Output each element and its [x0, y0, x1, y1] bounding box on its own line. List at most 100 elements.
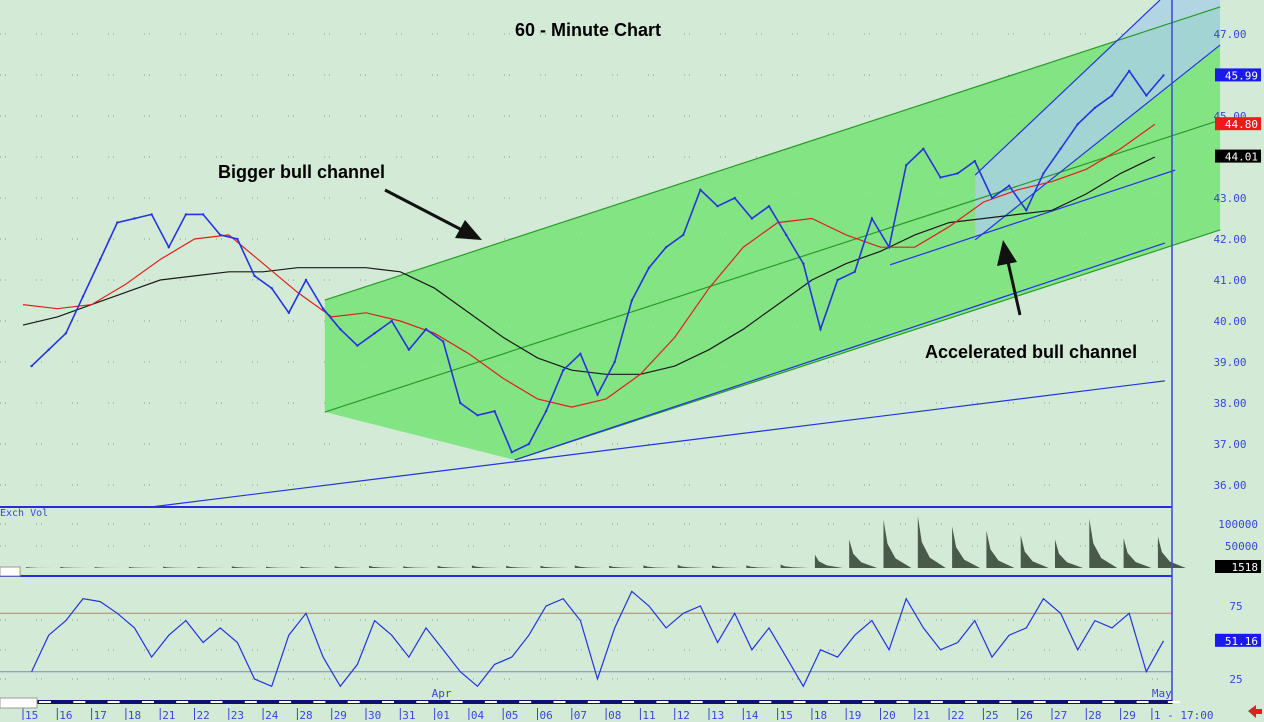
price-point — [1110, 94, 1114, 97]
price-point — [544, 410, 548, 413]
time-axis-gap — [39, 701, 51, 703]
volume-bar — [60, 566, 89, 568]
price-point — [236, 237, 239, 241]
price-point — [184, 213, 188, 216]
volume-bar — [197, 566, 226, 568]
price-point — [630, 299, 634, 302]
volume-bar — [883, 519, 912, 568]
time-axis-gap — [1102, 701, 1115, 703]
price-point — [579, 352, 582, 355]
volume-bar — [1020, 535, 1049, 568]
trendline-accel-support-blue — [889, 169, 1176, 266]
volume-bar — [437, 565, 466, 568]
price-point — [150, 213, 153, 216]
date-label: 20 — [883, 709, 896, 722]
price-point — [1007, 184, 1011, 187]
rsi-tick-label: 25 — [1229, 673, 1242, 686]
volume-scroll-box[interactable] — [0, 566, 21, 577]
volume-bar — [712, 565, 740, 568]
price-point — [459, 401, 462, 405]
price-point — [167, 246, 170, 249]
time-axis-gap — [622, 701, 635, 703]
date-label: 25 — [985, 709, 998, 722]
price-point — [304, 278, 308, 282]
volume-bar — [1157, 536, 1186, 568]
price-point — [321, 307, 325, 310]
time-axis-gap — [210, 701, 223, 703]
date-label: 04 — [471, 709, 485, 722]
price-point — [767, 205, 771, 208]
date-label: 16 — [59, 709, 72, 722]
price-tick-label: 37.00 — [1213, 438, 1246, 451]
date-label: 01 — [437, 709, 450, 722]
time-axis-gap — [313, 701, 326, 703]
rsi-scroll-box[interactable] — [0, 697, 38, 709]
month-label: May — [1152, 687, 1172, 700]
date-label: 21 — [917, 709, 930, 722]
price-point — [836, 278, 839, 282]
price-point — [253, 274, 256, 278]
time-axis-gap — [793, 701, 806, 703]
volume-bar — [917, 516, 946, 568]
time-axis-gap — [450, 701, 463, 703]
volume-bar — [94, 567, 123, 568]
date-label: 22 — [951, 709, 964, 722]
price-point — [887, 246, 891, 249]
trend-lines — [149, 0, 1221, 508]
arrow-bigger-bull-channel — [384, 188, 482, 240]
price-point — [407, 348, 411, 351]
price-point — [733, 196, 736, 200]
price-point — [1059, 147, 1062, 150]
volume-bar — [26, 567, 54, 568]
last-value-rsi: 51.16 — [1225, 635, 1258, 648]
date-label: 12 — [677, 709, 690, 722]
volume-bar — [300, 566, 329, 568]
date-label: 28 — [1088, 709, 1101, 722]
date-label: 30 — [368, 709, 381, 722]
price-tick-label: 42.00 — [1213, 233, 1246, 246]
price-point — [390, 319, 393, 323]
price-point — [493, 410, 496, 413]
time-axis-gap — [107, 701, 120, 703]
trendline-bigger-middle — [324, 119, 1221, 413]
time-axis-gap — [244, 701, 257, 703]
volume-bar — [952, 526, 981, 568]
time-axis-gap — [176, 701, 189, 703]
date-label: 13 — [711, 709, 724, 722]
time-axis-gap — [1167, 701, 1180, 703]
price-point — [699, 188, 702, 191]
volume-bar — [677, 564, 706, 568]
volume-bar — [609, 565, 638, 568]
date-label: 15 — [25, 709, 38, 722]
price-point — [1076, 123, 1079, 126]
time-axis-gap — [1136, 701, 1149, 703]
price-point — [424, 328, 428, 331]
volume-bar — [1123, 538, 1152, 568]
volume-bar — [266, 566, 295, 568]
price-point — [922, 147, 925, 150]
time-axis-gap — [690, 701, 703, 703]
price-point — [356, 344, 359, 347]
price-point — [64, 332, 68, 335]
last-value-volume: 1518 — [1232, 561, 1259, 574]
scroll-right-arrow-icon[interactable] — [1248, 705, 1262, 718]
price-point — [287, 311, 291, 314]
last-value-ma_black: 44.01 — [1225, 151, 1258, 164]
moving-average-red-line — [22, 123, 1156, 408]
volume-bar — [471, 565, 500, 568]
axes: 47.0045.0043.0042.0041.0040.0039.0038.00… — [22, 28, 1261, 722]
date-label: 23 — [231, 709, 244, 722]
time-axis-gap — [930, 701, 943, 703]
time-axis-gap — [484, 701, 497, 703]
rsi-panel — [0, 590, 1172, 688]
time-axis-gap — [759, 701, 772, 703]
price-point — [682, 233, 685, 237]
date-label: 22 — [197, 709, 210, 722]
volume-bar — [814, 554, 843, 568]
trendline-bigger-lower — [514, 229, 1221, 461]
price-point — [973, 159, 977, 163]
arrow-accelerated-bull-channel — [997, 240, 1022, 316]
price-point — [596, 393, 599, 396]
price-point — [784, 233, 788, 237]
trendline-accel-lower — [974, 44, 1221, 241]
